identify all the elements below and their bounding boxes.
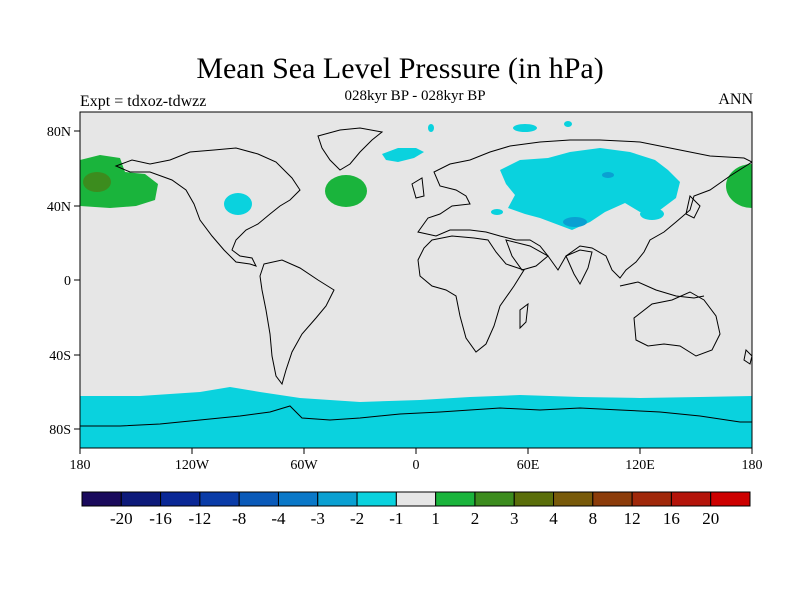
legend-label: 16: [663, 509, 680, 528]
legend-swatch: [435, 491, 476, 507]
mediterranean-anomaly: [491, 209, 503, 215]
lat-label-0: 0: [64, 274, 71, 289]
pressure-anomaly-fills: [80, 121, 752, 448]
arctic-patch-2: [428, 124, 434, 132]
legend-label: 2: [471, 509, 480, 528]
siberia-core: [602, 172, 614, 178]
new-zealand-coast: [743, 348, 752, 365]
map-title: Mean Sea Level Pressure (in hPa): [196, 52, 604, 85]
legend-swatch: [317, 491, 358, 507]
arabia-coast: [505, 239, 549, 271]
legend-label: -20: [110, 509, 133, 528]
japan-coast: [685, 195, 701, 219]
legend-label: -16: [149, 509, 172, 528]
map-subtitle: 028kyr BP - 028kyr BP: [344, 88, 486, 104]
legend-labels: -20 -16 -12 -8 -4 -3 -2 -1 1 2 3 4 8 12 16 20: [110, 509, 719, 528]
arctic-patch-3: [564, 121, 572, 127]
legend-swatch: [592, 491, 633, 507]
axis-ticks: [74, 130, 753, 454]
lat-label-40s: 40S: [49, 349, 71, 364]
coastlines: [80, 127, 752, 427]
legend-swatch: [160, 491, 201, 507]
legend-swatch: [199, 491, 240, 507]
india-coast: [565, 249, 593, 286]
eurasia-coast: [417, 139, 752, 279]
legend-label: 20: [702, 509, 719, 528]
legend-label: -3: [311, 509, 325, 528]
legend-swatch: [81, 491, 122, 507]
legend-colorbar: [81, 491, 751, 507]
legend-swatch: [395, 491, 437, 507]
north-pacific-high-west: [80, 155, 158, 208]
legend-swatch: [277, 491, 319, 507]
lon-label-120w: 120W: [175, 458, 210, 473]
legend-swatch: [238, 491, 279, 507]
legend-label: 12: [624, 509, 641, 528]
legend-label: -2: [350, 509, 364, 528]
legend-label: 1: [431, 509, 440, 528]
lon-label-60w: 60W: [290, 458, 318, 473]
australia-coast: [633, 291, 721, 357]
legend-label: -8: [232, 509, 246, 528]
season-label: ANN: [718, 91, 753, 108]
lat-label-40n: 40N: [47, 200, 71, 215]
legend-swatch: [710, 491, 751, 507]
legend-label: 8: [589, 509, 598, 528]
legend-swatch: [631, 491, 672, 507]
legend-swatch: [513, 491, 555, 507]
north-america-anomaly: [224, 193, 252, 215]
experiment-label: Expt = tdxoz-tdwzz: [80, 93, 207, 110]
south-america-coast: [259, 259, 335, 386]
uk-coast: [411, 177, 425, 199]
north-pacific-high-east: [726, 164, 752, 208]
southern-ocean-anomaly: [80, 387, 752, 448]
legend-swatch: [553, 491, 594, 507]
antarctica-coast: [80, 405, 752, 427]
greenland-sea-anomaly: [382, 148, 424, 162]
lat-label-80s: 80S: [49, 423, 71, 438]
maritime-continent-coast: [619, 281, 705, 299]
lon-label-180e: 180: [742, 458, 763, 473]
madagascar-coast: [519, 302, 529, 330]
east-asia-anomaly: [640, 208, 664, 220]
central-asia-core: [563, 217, 587, 227]
north-atlantic-high: [325, 175, 367, 207]
lon-label-0: 0: [413, 458, 420, 473]
lon-label-120e: 120E: [625, 458, 655, 473]
arctic-patch-1: [513, 124, 537, 132]
legend-label: -1: [389, 509, 403, 528]
legend-label: -4: [271, 509, 286, 528]
legend-swatch: [670, 491, 712, 507]
legend-swatch: [474, 491, 515, 507]
legend-swatch: [120, 491, 162, 507]
lon-label-60e: 60E: [517, 458, 540, 473]
eurasia-anomaly: [500, 148, 680, 230]
greenland-coast: [317, 127, 384, 171]
legend-label: 3: [510, 509, 519, 528]
north-pacific-core: [83, 172, 111, 192]
north-america-coast: [114, 147, 301, 267]
lat-label-80n: 80N: [47, 125, 71, 140]
africa-coast: [417, 235, 525, 353]
lon-label-180w: 180: [70, 458, 91, 473]
legend-label: -12: [189, 509, 212, 528]
legend-label: 4: [549, 509, 558, 528]
legend-swatch: [356, 491, 397, 507]
